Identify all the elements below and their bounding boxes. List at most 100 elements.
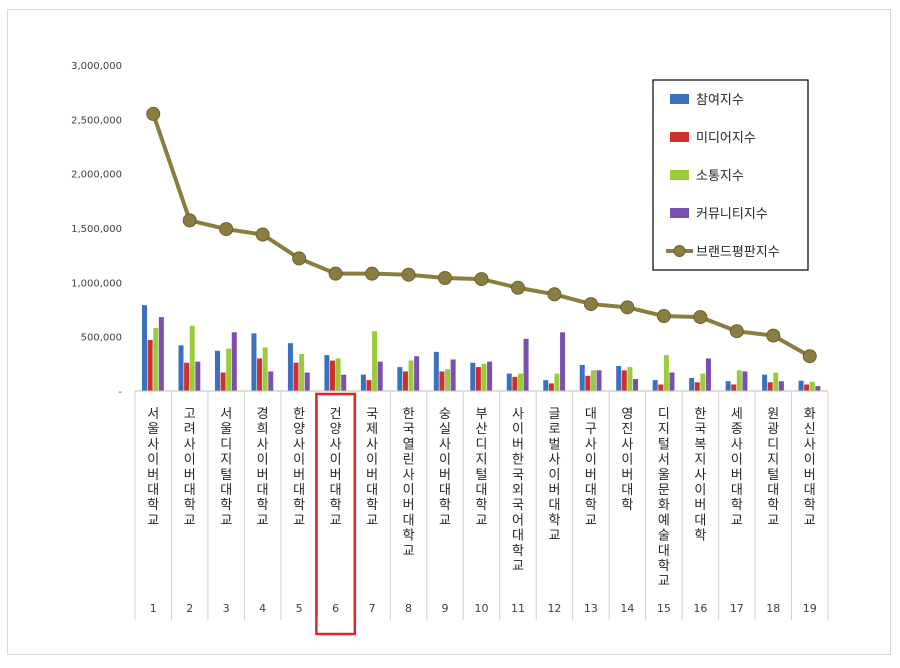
bar-커뮤니티지수 xyxy=(414,356,420,391)
bar-참여지수 xyxy=(470,362,476,391)
line-point xyxy=(365,266,380,281)
bar-참여지수 xyxy=(798,380,804,391)
rank-label: 19 xyxy=(803,602,817,615)
bar-커뮤니티지수 xyxy=(560,332,566,391)
bar-커뮤니티지수 xyxy=(815,386,821,391)
line-point xyxy=(802,349,817,364)
bar-미디어지수 xyxy=(220,372,226,391)
line-point xyxy=(656,309,671,324)
rank-label: 3 xyxy=(223,602,230,615)
line-point xyxy=(182,213,197,228)
bar-미디어지수 xyxy=(293,362,299,391)
legend-swatch xyxy=(670,208,689,218)
rank-label: 18 xyxy=(766,602,780,615)
bar-참여지수 xyxy=(762,374,768,391)
bar-미디어지수 xyxy=(366,380,372,391)
bar-소통지수 xyxy=(554,373,560,391)
bar-참여지수 xyxy=(251,333,257,391)
line-series xyxy=(146,106,817,364)
bar-참여지수 xyxy=(433,351,439,391)
bar-소통지수 xyxy=(153,327,159,391)
highlight-box-layer xyxy=(315,392,357,636)
bar-소통지수 xyxy=(189,325,195,391)
bar-미디어지수 xyxy=(512,376,518,391)
bar-참여지수 xyxy=(178,345,184,391)
y-tick-label: 3,000,000 xyxy=(71,61,122,72)
bar-소통지수 xyxy=(445,369,451,391)
bar-커뮤니티지수 xyxy=(450,359,456,391)
y-tick-label: - xyxy=(118,387,122,398)
rank-label: 5 xyxy=(296,602,303,615)
bar-참여지수 xyxy=(725,381,731,391)
bar-커뮤니티지수 xyxy=(487,361,493,391)
bar-소통지수 xyxy=(481,363,487,391)
bar-소통지수 xyxy=(408,360,414,391)
y-tick-label: 2,500,000 xyxy=(71,115,122,126)
bar-미디어지수 xyxy=(731,384,737,391)
bar-소통지수 xyxy=(773,372,779,391)
legend-marker xyxy=(673,245,686,257)
rank-label: 13 xyxy=(584,602,598,615)
bar-참여지수 xyxy=(214,350,220,391)
bar-커뮤니티지수 xyxy=(778,381,784,391)
bar-커뮤니티지수 xyxy=(742,371,748,391)
rank-label: 15 xyxy=(657,602,671,615)
bar-참여지수 xyxy=(579,364,585,391)
legend-swatch xyxy=(670,94,689,104)
bar-소통지수 xyxy=(736,370,742,391)
rank-label: 2 xyxy=(186,602,193,615)
y-tick-label: 1,000,000 xyxy=(71,278,122,289)
bar-커뮤니티지수 xyxy=(523,338,529,391)
bar-미디어지수 xyxy=(475,367,481,391)
line-point xyxy=(146,106,161,121)
bar-미디어지수 xyxy=(184,362,190,391)
legend-swatch xyxy=(670,170,689,180)
bar-참여지수 xyxy=(543,380,549,391)
bar-소통지수 xyxy=(299,354,305,391)
rank-label: 14 xyxy=(620,602,634,615)
rank-label: 1 xyxy=(150,602,157,615)
rank-label: 11 xyxy=(511,602,525,615)
bar-커뮤니티지수 xyxy=(231,332,237,391)
bar-series xyxy=(142,305,821,391)
bar-커뮤니티지수 xyxy=(158,317,164,391)
y-axis: - 500,000 1,000,000 1,500,000 2,000,000 2,500… xyxy=(71,61,122,398)
bar-소통지수 xyxy=(372,331,378,391)
bar-커뮤니티지수 xyxy=(377,361,383,391)
line-point xyxy=(219,222,234,237)
bar-미디어지수 xyxy=(694,382,700,391)
bar-커뮤니티지수 xyxy=(304,372,310,391)
bar-미디어지수 xyxy=(548,383,554,391)
bar-미디어지수 xyxy=(658,384,664,391)
y-tick-label: 500,000 xyxy=(81,333,122,344)
line-point xyxy=(474,272,489,287)
line-point xyxy=(510,280,525,295)
rank-label: 16 xyxy=(693,602,707,615)
bar-미디어지수 xyxy=(621,370,627,391)
legend-label: 참여지수 xyxy=(696,93,744,108)
line-point xyxy=(547,287,562,302)
highlight-box xyxy=(315,392,357,636)
bar-참여지수 xyxy=(360,374,366,391)
bar-참여지수 xyxy=(616,366,622,391)
bar-미디어지수 xyxy=(439,371,445,391)
bar-미디어지수 xyxy=(330,360,336,391)
chart-frame: - 500,000 1,000,000 1,500,000 2,000,000 2,500… xyxy=(7,9,891,655)
bar-미디어지수 xyxy=(257,358,263,391)
legend-label: 미디어지수 xyxy=(696,131,756,146)
line-point xyxy=(438,270,453,285)
bar-커뮤니티지수 xyxy=(268,371,274,391)
category-table: 서 울 사 이 버 대 학 교 1 고 려 사 이 버 대 학 교 2 서 울 디 지 털 대 학 교 3 경 희 사 이 버 대 학 교 4 한 양 사 이… xyxy=(134,390,829,620)
